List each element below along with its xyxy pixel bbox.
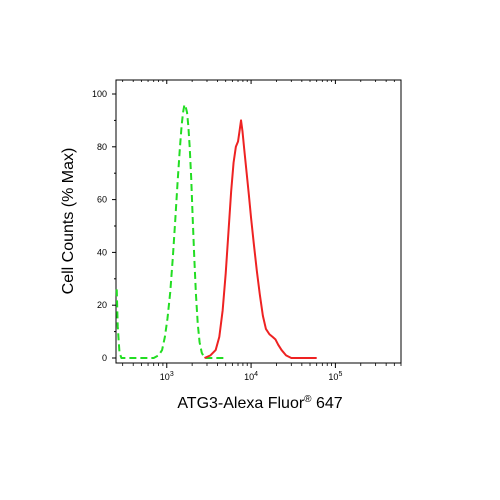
minor-ticks [122, 80, 402, 366]
series-line-0 [115, 103, 226, 359]
y-tick-label-1: 20 [97, 300, 107, 310]
plot-area [115, 79, 402, 364]
x-tick-label-0: 103 [160, 371, 174, 382]
y-axis: 0 20 40 60 80 100 [92, 89, 116, 363]
x-axis-title-main: ATG3-Alexa Fluor [177, 395, 305, 412]
x-axis: 103 104 105 [160, 363, 342, 382]
x-tick-label-2: 105 [328, 371, 342, 382]
y-axis-title: Cell Counts (% Max) [60, 148, 77, 295]
y-tick-label-5: 100 [92, 89, 107, 99]
y-tick-label-4: 80 [97, 142, 107, 152]
y-tick-label-3: 60 [97, 195, 107, 205]
series-line-1 [204, 119, 317, 359]
x-tick-label-1: 104 [244, 371, 258, 382]
x-axis-title-registered-mark: ® [304, 394, 312, 405]
x-axis-title-suffix: 647 [312, 395, 343, 412]
y-tick-label-0: 0 [102, 353, 107, 363]
series-layer [115, 103, 317, 359]
x-axis-title: ATG3-Alexa Fluor® 647 [177, 394, 342, 412]
y-tick-label-2: 40 [97, 247, 107, 257]
